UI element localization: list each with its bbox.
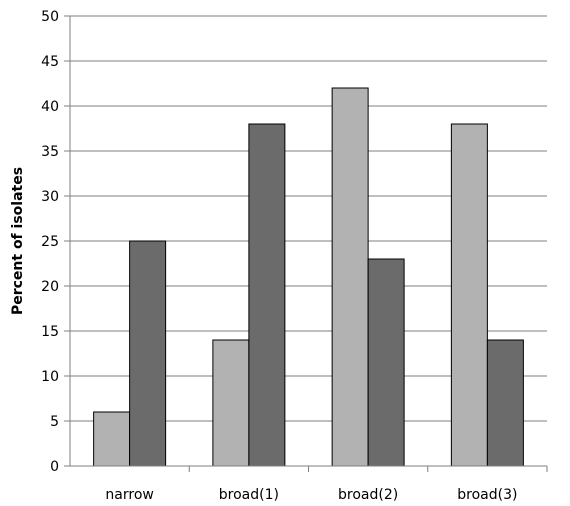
x-tick-labels: narrow broad(1) broad(2) broad(3) — [105, 487, 517, 503]
y-tick-label: 0 — [50, 459, 59, 475]
y-tick-label: 30 — [41, 189, 59, 205]
x-tick-label: broad(3) — [457, 487, 517, 503]
y-tick-label: 15 — [41, 324, 59, 340]
x-tick-label: broad(2) — [338, 487, 398, 503]
y-tick-label: 20 — [41, 279, 59, 295]
bars — [93, 87, 524, 467]
bar-broad(1)-series-1 — [212, 339, 250, 467]
y-tick-label: 50 — [41, 9, 59, 25]
bar-narrow-series-1 — [93, 411, 131, 467]
y-axis-title: Percent of isolates — [10, 167, 26, 315]
y-tick-label: 40 — [41, 99, 59, 115]
x-tick-label: broad(1) — [219, 487, 279, 503]
bar-broad(3)-series-2 — [486, 339, 524, 467]
y-tick-labels: 0 5 10 15 20 25 30 35 40 45 50 — [41, 9, 59, 475]
x-tick-label: narrow — [105, 487, 153, 503]
bar-broad(2)-series-1 — [331, 87, 369, 467]
bar-narrow-series-2 — [129, 240, 167, 467]
bar-broad(1)-series-2 — [248, 123, 286, 467]
bar-broad(3)-series-1 — [450, 123, 488, 467]
y-tick-label: 35 — [41, 144, 59, 160]
y-tick-label: 10 — [41, 369, 59, 385]
y-tick-label: 5 — [50, 414, 59, 430]
axes — [64, 15, 548, 472]
y-tick-label: 45 — [41, 54, 59, 70]
y-tick-label: 25 — [41, 234, 59, 250]
bar-broad(2)-series-2 — [367, 258, 405, 467]
